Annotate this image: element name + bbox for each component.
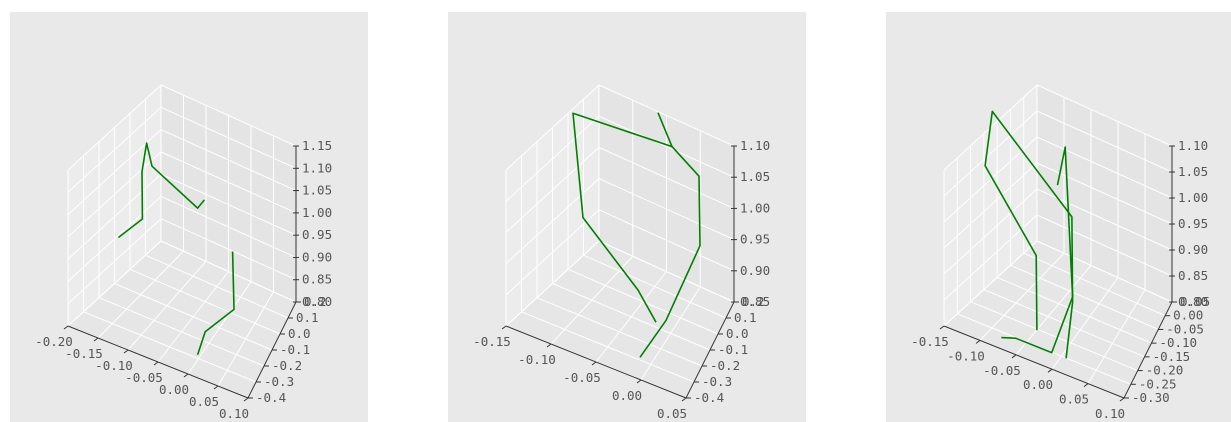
x-tick xyxy=(1083,383,1089,388)
x-tick-label: -0.05 xyxy=(563,370,601,385)
y-tick-label: -0.3 xyxy=(702,374,732,389)
y-tick-label: -0.4 xyxy=(694,390,724,405)
y-tick-label: -0.15 xyxy=(1153,349,1191,364)
pane-floor xyxy=(68,241,296,398)
y-tick-label: -0.2 xyxy=(710,358,740,373)
y-tick-label: -0.30 xyxy=(1132,390,1170,405)
x-tick-label: -0.05 xyxy=(125,370,163,385)
y-tick-label: 0.1 xyxy=(296,310,319,325)
x-tick-label: 0.00 xyxy=(159,382,189,397)
chart-panel-1: -0.20-0.15-0.10-0.050.000.050.10 -0.4-0.3… xyxy=(10,12,368,422)
x-tick-label: 0.00 xyxy=(1023,377,1053,392)
z-tick-label: 1.05 xyxy=(1178,164,1208,179)
y-tick-label: 0.0 xyxy=(288,326,311,341)
z-tick-label: 1.00 xyxy=(302,205,332,220)
y-tick-label: -0.1 xyxy=(718,342,748,357)
x-tick xyxy=(63,325,69,330)
x-tick-label: -0.10 xyxy=(947,348,985,363)
z-tick-label: 1.10 xyxy=(302,160,332,175)
y-tick-label: 0.0 xyxy=(726,326,749,341)
x-tick xyxy=(153,361,159,366)
x-tick xyxy=(93,337,99,342)
y-tick-label: -0.10 xyxy=(1159,335,1197,350)
x-tick xyxy=(213,385,219,390)
x-tick xyxy=(243,397,249,402)
x-tick xyxy=(123,349,129,354)
x-tick xyxy=(1047,368,1053,373)
series-line-1 xyxy=(117,142,206,239)
series-line-2 xyxy=(1001,146,1074,354)
z-tick-label: 0.90 xyxy=(740,263,770,278)
x-tick-label: -0.10 xyxy=(518,352,556,367)
x-tick xyxy=(546,343,552,348)
x-tick xyxy=(1119,397,1125,402)
grid-lines xyxy=(505,84,735,399)
x-tick-label: -0.15 xyxy=(473,334,511,349)
x-tick-label: -0.15 xyxy=(65,346,103,361)
chart-panel-3: -0.15-0.10-0.050.000.050.10-0.30-0.25-0.… xyxy=(886,12,1231,422)
series-line-2 xyxy=(657,112,673,147)
x-tick-label: 0.10 xyxy=(219,406,249,421)
x-tick-label: 0.05 xyxy=(1059,392,1089,407)
series-line-2 xyxy=(196,251,235,356)
y-tick-label: -0.4 xyxy=(256,390,286,405)
y-tick-label: 0.1 xyxy=(734,310,757,325)
z-tick-label: 0.80 xyxy=(1178,294,1208,309)
y-tick-label: -0.3 xyxy=(264,374,294,389)
z-tick-label: 1.05 xyxy=(740,169,770,184)
y-tick-label: 0.00 xyxy=(1173,308,1203,323)
z-tick-label: 1.00 xyxy=(740,200,770,215)
z-tick-label: 0.80 xyxy=(302,294,332,309)
x-tick-label: -0.10 xyxy=(95,358,133,373)
z-tick-label: 0.90 xyxy=(302,249,332,264)
z-tick-label: 0.95 xyxy=(1178,216,1208,231)
x-tick xyxy=(939,325,945,330)
z-tick-label: 1.15 xyxy=(302,138,332,153)
x-tick xyxy=(975,339,981,344)
x-tick xyxy=(681,397,687,402)
y-tick-label: 0.05 xyxy=(1180,294,1210,309)
x-tick-label: 0.10 xyxy=(1095,406,1125,421)
x-tick-label: -0.15 xyxy=(911,334,949,349)
z-tick-label: 0.85 xyxy=(1178,268,1208,283)
z-tick-label: 0.95 xyxy=(302,227,332,242)
y-tick-label: 0.2 xyxy=(304,294,327,309)
chart-panel-2: -0.15-0.10-0.050.000.05-0.4-0.3-0.2-0.10… xyxy=(448,12,806,422)
z-tick-label: 1.10 xyxy=(1178,138,1208,153)
x-tick xyxy=(636,379,642,384)
y-tick-label: -0.20 xyxy=(1146,363,1184,378)
y-tick-label: -0.1 xyxy=(280,342,310,357)
z-tick-label: 1.00 xyxy=(1178,190,1208,205)
grid-lines xyxy=(67,84,297,399)
x-tick xyxy=(591,361,597,366)
x-tick-label: 0.05 xyxy=(657,406,687,421)
x-tick-label: 0.05 xyxy=(189,394,219,409)
x-tick-label: -0.05 xyxy=(983,363,1021,378)
series-line-1 xyxy=(984,110,1074,359)
pane-floor xyxy=(944,241,1172,398)
y-tick-label: 0.2 xyxy=(742,294,765,309)
y-tick-label: -0.05 xyxy=(1166,321,1204,336)
z-tick-label: 0.95 xyxy=(740,232,770,247)
z-tick-label: 1.05 xyxy=(302,183,332,198)
pane-floor xyxy=(506,241,734,398)
x-tick xyxy=(183,373,189,378)
y-tick-label: -0.2 xyxy=(272,358,302,373)
z-tick-label: 1.10 xyxy=(740,138,770,153)
z-tick-label: 0.85 xyxy=(740,294,770,309)
x-tick xyxy=(501,325,507,330)
z-tick-label: 0.85 xyxy=(302,272,332,287)
z-tick-label: 0.90 xyxy=(1178,242,1208,257)
x-tick-label: -0.20 xyxy=(35,334,73,349)
y-tick-label: -0.25 xyxy=(1139,376,1177,391)
x-tick-label: 0.00 xyxy=(612,388,642,403)
x-tick xyxy=(1011,354,1017,359)
